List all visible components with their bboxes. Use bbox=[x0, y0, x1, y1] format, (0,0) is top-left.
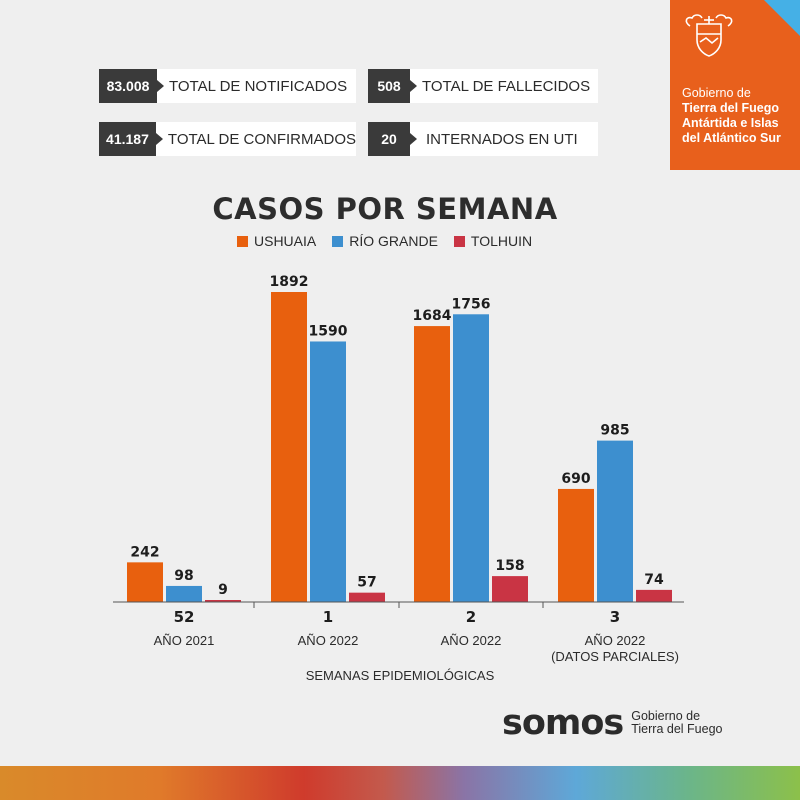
coat-of-arms-icon bbox=[685, 14, 733, 57]
x-axis-title: SEMANAS EPIDEMIOLÓGICAS bbox=[306, 668, 495, 683]
tick-sublabel: AÑO 2022 bbox=[585, 633, 646, 648]
data-label: 1756 bbox=[452, 296, 491, 312]
stat-confirmados: 41.187 TOTAL DE CONFIRMADOS bbox=[99, 122, 356, 156]
chart-title: CASOS POR SEMANA bbox=[212, 192, 558, 226]
stat-label: TOTAL DE NOTIFICADOS bbox=[169, 77, 348, 95]
government-badge: Gobierno de Tierra del Fuego Antártida e… bbox=[670, 0, 800, 170]
stat-fallecidos: 508 TOTAL DE FALLECIDOS bbox=[368, 69, 598, 103]
somos-logo: somos Gobierno de Tierra del Fuego bbox=[502, 703, 722, 743]
bar bbox=[597, 440, 633, 602]
legend-swatch bbox=[453, 235, 465, 247]
tick-sublabel: AÑO 2022 bbox=[441, 633, 502, 648]
data-label: 1892 bbox=[270, 274, 309, 290]
data-label: 57 bbox=[357, 575, 376, 591]
legend-label: RÍO GRANDE bbox=[349, 233, 438, 249]
tick-label: 3 bbox=[610, 608, 620, 626]
legend-swatch bbox=[332, 235, 344, 247]
bar bbox=[205, 600, 241, 602]
somos-wordmark: somos bbox=[502, 703, 624, 743]
data-label: 98 bbox=[174, 568, 193, 584]
data-label: 1590 bbox=[309, 323, 348, 339]
somos-text: somos bbox=[502, 703, 624, 743]
bar bbox=[492, 576, 528, 602]
stat-label: INTERNADOS EN UTI bbox=[426, 130, 578, 148]
gov-line-1: Gobierno de bbox=[682, 86, 751, 100]
tick-label: 1 bbox=[323, 608, 333, 626]
data-label: 690 bbox=[561, 471, 590, 487]
legend-swatch bbox=[237, 235, 248, 247]
bar bbox=[310, 341, 346, 602]
tick-label: 2 bbox=[466, 608, 476, 626]
bar bbox=[414, 326, 450, 602]
data-label: 158 bbox=[495, 558, 524, 574]
tick-sublabel: (DATOS PARCIALES) bbox=[551, 649, 679, 664]
bar bbox=[166, 585, 202, 602]
legend-label: TOLHUIN bbox=[470, 233, 533, 249]
stat-notificados: 83.008 TOTAL DE NOTIFICADOS bbox=[99, 69, 356, 103]
legend-item-ushuaia: USHUAIA bbox=[237, 233, 316, 249]
data-label: 985 bbox=[600, 423, 629, 439]
data-label: 74 bbox=[644, 572, 664, 588]
bar bbox=[453, 314, 489, 602]
stat-value: 20 bbox=[368, 122, 417, 156]
bar bbox=[349, 592, 385, 602]
stat-value: 41.187 bbox=[99, 122, 163, 156]
stat-internados-uti: 20 INTERNADOS EN UTI bbox=[368, 122, 598, 156]
somos-subtitle: Gobierno de Tierra del Fuego bbox=[631, 710, 722, 736]
gov-line-2: Tierra del Fuego bbox=[682, 101, 780, 115]
somos-sub-line-2: Tierra del Fuego bbox=[631, 722, 723, 736]
bar bbox=[127, 562, 163, 602]
tick-label: 52 bbox=[174, 608, 195, 626]
stat-value: 83.008 bbox=[99, 69, 164, 103]
corner-fold bbox=[764, 0, 800, 36]
bar bbox=[636, 589, 672, 602]
chart-legend: USHUAIA RÍO GRANDE TOLHUIN bbox=[237, 233, 548, 249]
somos-sub-line-1: Gobierno de bbox=[631, 709, 701, 723]
legend-item-tolhuin: TOLHUIN bbox=[453, 233, 533, 249]
bar bbox=[271, 292, 307, 602]
gov-line-4: del Atlántico Sur bbox=[682, 131, 781, 145]
tick-sublabel: AÑO 2022 bbox=[298, 633, 359, 648]
legend-item-rio-grande: RÍO GRANDE bbox=[332, 233, 438, 249]
stat-label: TOTAL DE FALLECIDOS bbox=[422, 77, 591, 95]
data-label: 1684 bbox=[413, 308, 452, 324]
gov-line-3: Antártida e Islas bbox=[682, 116, 779, 130]
rainbow-stripe bbox=[0, 766, 800, 800]
bar bbox=[558, 488, 594, 602]
tick-sublabel: AÑO 2021 bbox=[154, 633, 215, 648]
data-label: 242 bbox=[130, 544, 159, 560]
stat-label: TOTAL DE CONFIRMADOS bbox=[167, 130, 356, 148]
data-label: 9 bbox=[218, 582, 228, 598]
legend-label: USHUAIA bbox=[254, 233, 317, 249]
stat-value: 508 bbox=[368, 69, 417, 103]
